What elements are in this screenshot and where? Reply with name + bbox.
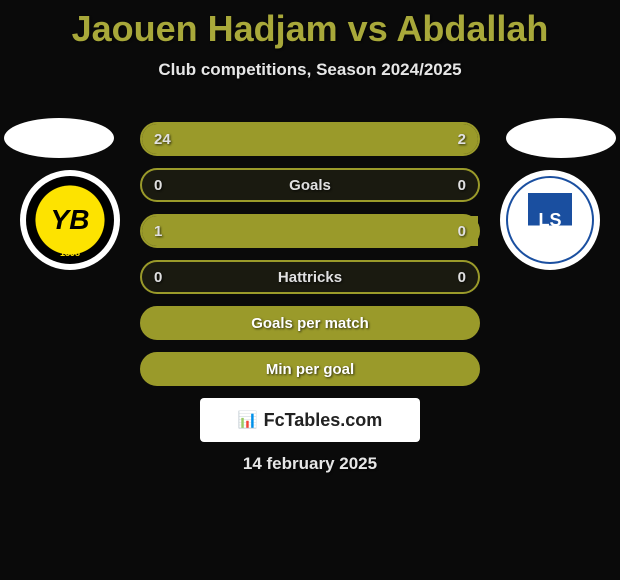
stat-value-left: 1 bbox=[154, 223, 162, 240]
stat-value-right: 0 bbox=[458, 269, 466, 286]
chart-icon: 📊 bbox=[238, 410, 258, 430]
page-subtitle: Club competitions, Season 2024/2025 bbox=[0, 60, 620, 80]
stat-row-hattricks: 0 Hattricks 0 bbox=[140, 260, 480, 294]
stat-value-left: 24 bbox=[154, 131, 171, 148]
stat-label: Hattricks bbox=[278, 269, 342, 286]
stat-value-right: 0 bbox=[458, 177, 466, 194]
stat-row-matches: 24Matches2 bbox=[140, 122, 480, 156]
club-badge-right: LS bbox=[500, 170, 600, 270]
shield-icon: LS bbox=[528, 193, 572, 247]
branding-text: FcTables.com bbox=[264, 410, 383, 431]
player-avatar-left bbox=[4, 118, 114, 158]
club-logo-left: YB bbox=[26, 176, 114, 264]
branding-badge: 📊 FcTables.com bbox=[200, 398, 420, 442]
page-title: Jaouen Hadjam vs Abdallah bbox=[0, 0, 620, 50]
stat-label: Min per goal bbox=[266, 361, 354, 378]
player-avatar-right bbox=[506, 118, 616, 158]
stat-value-left: 0 bbox=[154, 177, 162, 194]
stat-row-goals: 0 Goals 0 bbox=[140, 168, 480, 202]
club-badge-left: YB bbox=[20, 170, 120, 270]
stat-value-right: 0 bbox=[458, 223, 466, 240]
stat-row-assists: 1Assists0 bbox=[140, 214, 480, 248]
stat-label: Goals per match bbox=[251, 315, 369, 332]
bar-fill-left bbox=[142, 124, 451, 154]
club-logo-right: LS bbox=[506, 176, 594, 264]
stat-row-goals-per-match: Goals per match bbox=[140, 306, 480, 340]
stat-row-min-per-goal: Min per goal bbox=[140, 352, 480, 386]
footer-date: 14 february 2025 bbox=[0, 454, 620, 474]
stats-container: 24Matches20Goals01Assists00Hattricks0Goa… bbox=[140, 122, 480, 398]
bar-fill-left bbox=[142, 216, 478, 246]
stat-value-right: 2 bbox=[458, 131, 466, 148]
stat-value-left: 0 bbox=[154, 269, 162, 286]
stat-label: Goals bbox=[289, 177, 331, 194]
